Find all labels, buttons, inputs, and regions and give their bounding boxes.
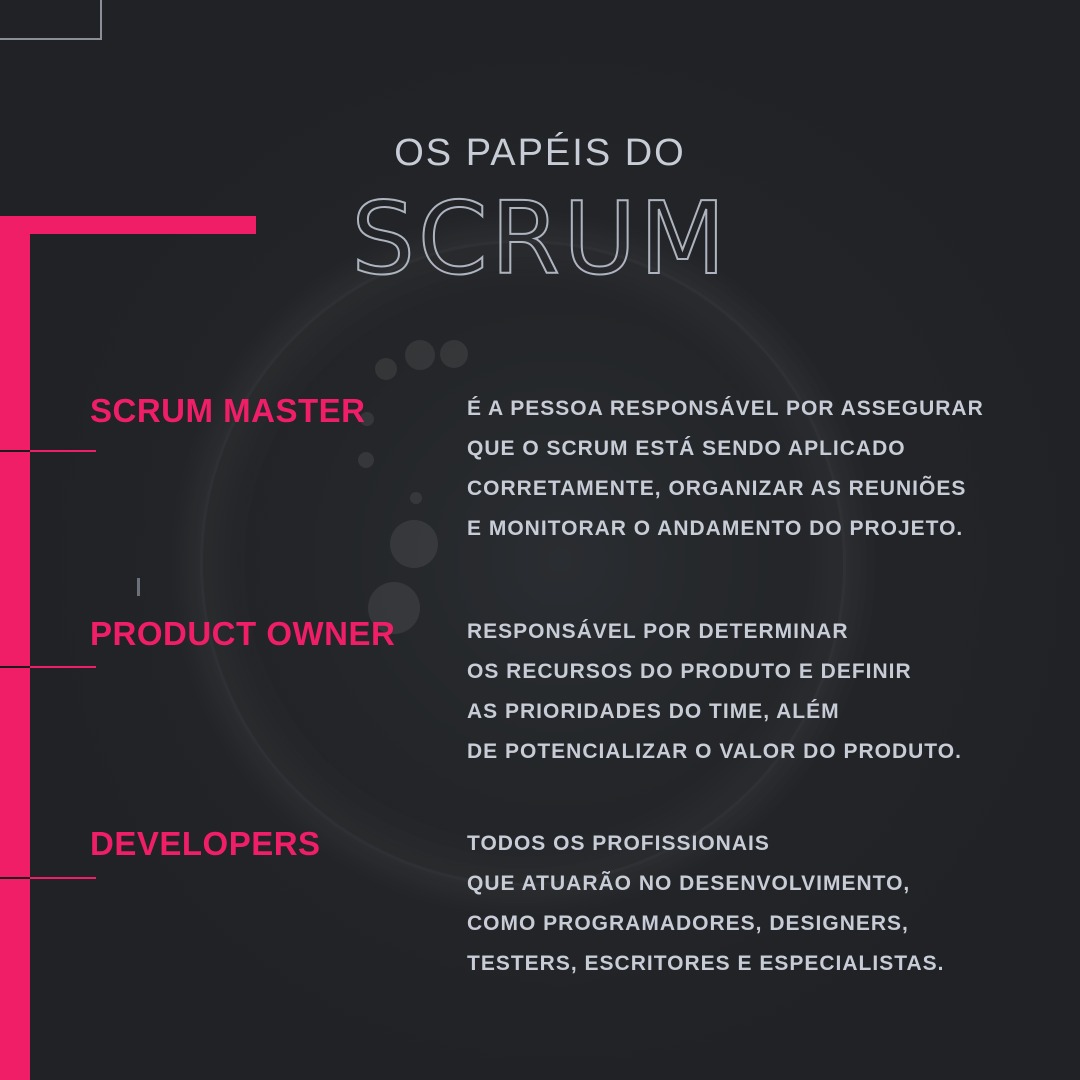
role-title-product-owner: PRODUCT OWNER [90,615,396,652]
role-title-scrum-master: SCRUM MASTER [90,392,366,429]
page-title: SCRUM [350,179,729,298]
background-dot [358,452,374,468]
background-ring [200,240,846,886]
description-line: QUE ATUARÃO NO DESENVOLVIMENTO, [467,872,911,895]
background-dot [440,340,468,368]
corner-frame [0,0,102,40]
description-line: OS RECURSOS DO PRODUTO E DEFINIR [467,660,912,683]
background-dot [390,520,438,568]
description-line: E MONITORAR O ANDAMENTO DO PROJETO. [467,517,964,540]
accent-notch [0,877,96,879]
role-description-developers: TODOS OS PROFISSIONAIS QUE ATUARÃO NO DE… [467,824,1067,984]
description-line: TESTERS, ESCRITORES E ESPECIALISTAS. [467,952,945,975]
accent-bar-top [0,216,256,234]
description-line: QUE O SCRUM ESTÁ SENDO APLICADO [467,437,906,460]
description-line: CORRETAMENTE, ORGANIZAR AS REUNIÕES [467,477,967,500]
page-subtitle: OS PAPÉIS DO [394,132,686,174]
accent-notch [0,666,96,668]
role-description-product-owner: RESPONSÁVEL POR DETERMINAR OS RECURSOS D… [467,612,1067,772]
role-title-developers: DEVELOPERS [90,825,321,862]
description-line: DE POTENCIALIZAR O VALOR DO PRODUTO. [467,740,962,763]
description-line: RESPONSÁVEL POR DETERMINAR [467,620,849,643]
background-dot [375,358,397,380]
role-description-scrum-master: É A PESSOA RESPONSÁVEL POR ASSEGURAR QUE… [467,389,1067,549]
accent-bar-side [0,216,30,1080]
decorative-tick [137,578,140,596]
description-line: AS PRIORIDADES DO TIME, ALÉM [467,700,840,723]
background-dot [410,492,422,504]
description-line: TODOS OS PROFISSIONAIS [467,832,770,855]
accent-notch [0,450,96,452]
background-dot [405,340,435,370]
background-dot [368,582,420,634]
background-dot [360,412,374,426]
description-line: COMO PROGRAMADORES, DESIGNERS, [467,912,909,935]
description-line: É A PESSOA RESPONSÁVEL POR ASSEGURAR [467,397,984,420]
